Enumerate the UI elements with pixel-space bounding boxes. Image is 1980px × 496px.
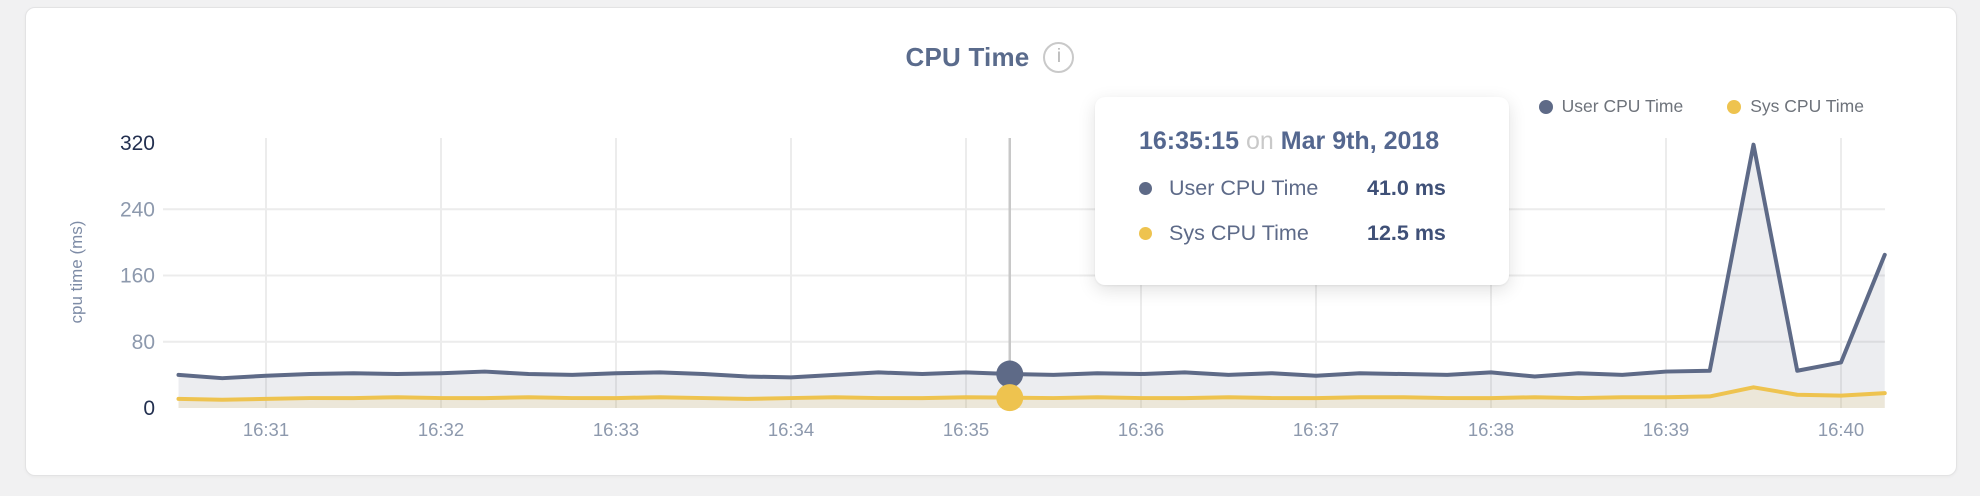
legend-item-user-cpu-time[interactable]: User CPU Time [1538, 96, 1684, 117]
x-tick-label: 16:33 [593, 419, 639, 440]
legend-label: User CPU Time [1561, 96, 1684, 116]
x-tick-label: 16:31 [243, 419, 289, 440]
info-icon[interactable]: i [1043, 42, 1075, 73]
x-tick-label: 16:36 [1118, 419, 1164, 440]
legend-label: Sys CPU Time [1750, 96, 1864, 116]
legend-dot-sys-cpu-time [1727, 99, 1742, 114]
tooltip-time: 16:35:15 [1139, 127, 1240, 155]
panel-header: CPU Time i [0, 42, 1980, 73]
tooltip-series-label: Sys CPU Time [1169, 221, 1309, 245]
tooltip-series-value: 12.5 ms [1367, 221, 1446, 245]
hover-point-user-cpu-time [996, 360, 1024, 388]
tooltip-row-user-cpu-time: User CPU Time 41.0 ms [1139, 166, 1471, 211]
x-tick-label: 16:39 [1643, 419, 1689, 440]
chart-tooltip: 16:35:15 on Mar 9th, 2018 User CPU Time 4… [1095, 97, 1509, 285]
x-tick-label: 16:34 [768, 419, 814, 440]
legend-dot-user-cpu-time [1538, 99, 1553, 114]
x-tick-label: 16:32 [418, 419, 464, 440]
y-tick-label: 320 [120, 132, 155, 155]
user-cpu-time-line [176, 142, 1887, 381]
hover-point-sys-cpu-time [996, 384, 1024, 412]
y-axis-title: cpu time (ms) [67, 221, 86, 324]
y-tick-label: 160 [120, 265, 155, 288]
chart-legend: User CPU Time Sys CPU Time [1538, 96, 1864, 117]
x-tick-label: 16:40 [1818, 419, 1864, 440]
tooltip-connector: on [1246, 127, 1274, 155]
sys-cpu-time-area [178, 387, 1885, 408]
tooltip-series-dot [1139, 182, 1152, 195]
tooltip-series-label: User CPU Time [1169, 176, 1319, 200]
tooltip-rows: User CPU Time 41.0 ms Sys CPU Time 12.5 ms [1139, 166, 1471, 256]
tooltip-row-sys-cpu-time: Sys CPU Time 12.5 ms [1139, 211, 1471, 256]
tooltip-heading: 16:35:15 on Mar 9th, 2018 [1139, 127, 1471, 156]
tooltip-series-value: 41.0 ms [1367, 176, 1446, 200]
legend-item-sys-cpu-time[interactable]: Sys CPU Time [1727, 96, 1864, 117]
tooltip-date: Mar 9th, 2018 [1280, 127, 1440, 155]
panel-title: CPU Time [905, 42, 1030, 72]
x-tick-label: 16:35 [943, 419, 989, 440]
user-cpu-time-area [178, 144, 1885, 408]
x-tick-label: 16:38 [1468, 419, 1514, 440]
y-tick-label: 0 [143, 397, 155, 420]
x-tick-label: 16:37 [1293, 419, 1339, 440]
y-tick-label: 240 [120, 198, 155, 221]
y-tick-label: 80 [132, 331, 155, 354]
sys-cpu-time-line [176, 385, 1887, 402]
tooltip-series-dot [1139, 227, 1152, 240]
